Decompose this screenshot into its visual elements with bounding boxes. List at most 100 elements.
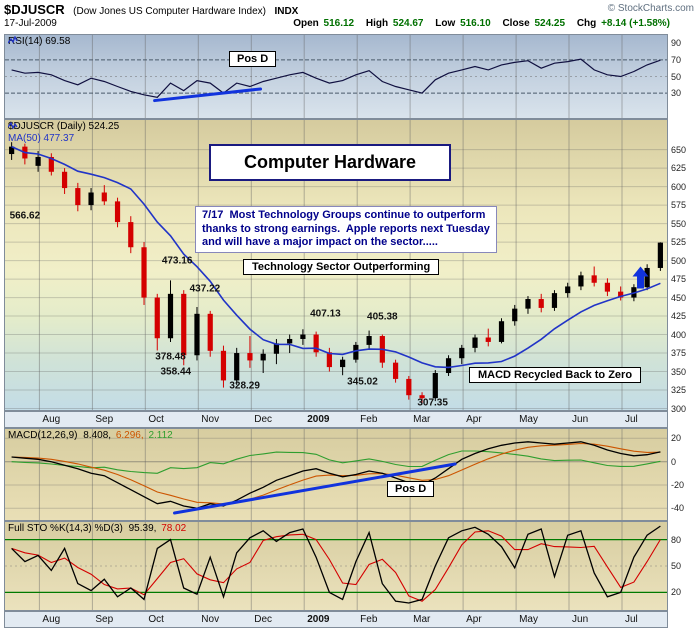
macd-line (11, 441, 661, 509)
macd-signal-line (11, 442, 661, 505)
month-label: Feb (360, 614, 378, 625)
axis-tick-label: 30 (671, 88, 682, 99)
axis-tick-label: 70 (671, 54, 682, 65)
axis-tick-label: 375 (671, 348, 687, 359)
rsi-label-text: RSI(14) 69.58 (8, 36, 71, 47)
symbol-ticker: $DJUSCR (4, 2, 65, 17)
sto-k-value: 95.39, (128, 523, 157, 534)
ohlc-quote: Open 516.12 High 524.67 Low 516.10 Close… (284, 18, 670, 29)
chg-value: +8.14 (+1.58%) (601, 18, 670, 29)
month-label: Dec (254, 414, 273, 425)
exchange-label: INDX (274, 6, 299, 17)
month-label: Mar (413, 614, 431, 625)
price-series-label: $DJUSCR (Daily) 524.25 (8, 121, 119, 132)
low-value: 516.10 (460, 18, 491, 29)
axis-tick-label: 90 (671, 38, 682, 49)
axis-tick-label: 20 (671, 433, 682, 444)
rsi-chart (5, 35, 667, 118)
commentary-line-1: 7/17 Most Technology Groups continue to … (202, 209, 486, 221)
chart-title-annotation: Computer Hardware (209, 144, 451, 181)
up-arrow (632, 266, 649, 289)
month-label: Apr (466, 414, 482, 425)
month-label: Jul (624, 614, 638, 625)
price-label-text: $DJUSCR (Daily) 524.25 (8, 121, 120, 132)
stochastic-chart (5, 522, 667, 610)
open-label: Open (293, 18, 319, 29)
rsi-trendline (153, 87, 263, 103)
x-axis-months-top: Aug Sep Oct Nov Dec 2009 Feb Mar Apr May Jun Jul (4, 411, 668, 428)
candlestick-series (9, 142, 663, 404)
price-point-label: 328.29 (229, 380, 260, 392)
x-axis-months-bottom: Aug Sep Oct Nov Dec 2009 Feb Mar Apr May Jun Jul (4, 611, 668, 628)
axis-tick-label: 425 (671, 311, 687, 322)
axis-tick-label: 575 (671, 200, 687, 211)
commentary-line-2: thanks to strong earnings. Apple reports… (202, 222, 490, 235)
axis-tick-label: 50 (671, 561, 682, 571)
month-label: Sep (95, 614, 114, 625)
axis-tick-label: 20 (671, 587, 682, 598)
price-point-label: 378.48 (155, 351, 186, 363)
axis-tick-label: 0 (671, 456, 677, 467)
high-label: High (365, 18, 389, 29)
axis-tick-label: 500 (671, 255, 687, 266)
axis-tick-label: 475 (671, 274, 687, 285)
ma50-label: MA(50) 477.37 (8, 133, 75, 144)
macd-recycled-annotation: MACD Recycled Back to Zero (469, 367, 642, 383)
indicator-style-icon (8, 121, 18, 130)
axis-tick-label: 525 (671, 237, 687, 248)
candlestick-chart (5, 120, 667, 410)
macd-panel: MACD(12,26,9) 8.408, 6.296, 2.112 Pos D (4, 428, 668, 521)
macd-pos-divergence-annotation: Pos D (387, 481, 435, 497)
macd-histogram-line (11, 450, 661, 474)
price-panel: $DJUSCR (Daily) 524.25 MA(50) 477.37 Com… (4, 119, 668, 411)
month-label: Dec (254, 614, 273, 625)
month-label: Aug (42, 614, 61, 625)
high-value: 524.67 (392, 18, 424, 29)
stochastic-panel: Full STO %K(14,3) %D(3) 95.39, 78.02 (4, 521, 668, 611)
month-label: Jul (624, 414, 638, 425)
axis-tick-label: -20 (671, 480, 685, 490)
rsi-line (11, 58, 661, 98)
tech-sector-annotation: Technology Sector Outperforming (243, 259, 440, 275)
price-point-label: 437.22 (189, 283, 221, 295)
low-label: Low (435, 18, 456, 29)
price-point-label: 358.44 (160, 366, 192, 378)
chg-label: Chg (576, 18, 597, 29)
macd-indicator-label: MACD(12,26,9) 8.408, 6.296, 2.112 (8, 430, 173, 441)
month-label: Oct (148, 414, 164, 425)
axis-tick-label: 625 (671, 163, 687, 174)
chart-header: $DJUSCR (Dow Jones US Computer Hardware … (4, 1, 698, 17)
month-label: Mar (413, 414, 431, 425)
axis-tick-label: 400 (671, 329, 687, 340)
rsi-indicator-label: RSI(14) 69.58 (8, 36, 70, 47)
sto-d-value: 78.02 (161, 523, 187, 534)
sto-k-line (11, 525, 661, 604)
close-value: 524.25 (534, 18, 566, 29)
chart-date: 17-Jul-2009 (4, 18, 57, 29)
commentary-line-3: and will have a major impact on the sect… (202, 236, 438, 248)
price-point-label: 345.02 (347, 376, 378, 388)
month-label: Nov (201, 414, 220, 425)
month-label: Aug (42, 414, 61, 425)
axis-tick-label: 50 (671, 71, 682, 82)
month-label: Nov (201, 614, 220, 625)
month-label: Jun (572, 414, 589, 425)
macd-label-text: MACD(12,26,9) (8, 430, 78, 441)
month-label: 2009 (307, 614, 330, 625)
rsi-pos-divergence-annotation: Pos D (229, 51, 277, 67)
macd-chart (5, 429, 667, 520)
close-label: Close (502, 18, 530, 29)
rsi-panel: RSI(14) 69.58 Pos D (4, 34, 668, 119)
price-point-label: 566.62 (9, 210, 41, 222)
month-label: May (519, 414, 538, 425)
price-point-label: 407.13 (310, 308, 341, 320)
macd-hist-value: 2.112 (148, 430, 173, 441)
axis-tick-label: 80 (671, 534, 682, 545)
month-label: Apr (466, 614, 482, 625)
axis-tick-label: 450 (671, 292, 687, 303)
ma50-line (11, 145, 661, 369)
price-point-label: 307.35 (417, 397, 448, 409)
stockcharts-copyright-link[interactable]: © StockCharts.com (607, 3, 694, 14)
sto-d-line (11, 530, 661, 602)
